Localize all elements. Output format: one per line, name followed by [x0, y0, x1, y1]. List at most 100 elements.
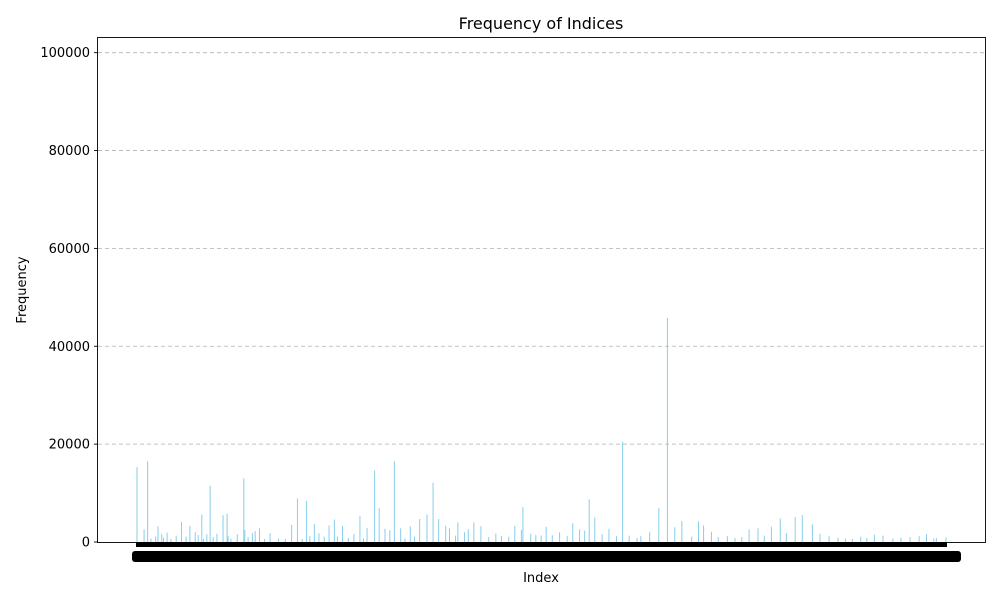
- bar: [393, 461, 395, 542]
- bar: [378, 508, 380, 542]
- bar: [333, 519, 335, 542]
- bar: [244, 529, 246, 542]
- bar: [166, 532, 168, 542]
- bar: [216, 533, 218, 542]
- bar: [819, 533, 821, 542]
- bar: [530, 533, 532, 542]
- bar: [710, 531, 712, 542]
- bar: [163, 537, 165, 542]
- bar: [426, 514, 428, 542]
- bar: [691, 536, 693, 542]
- bar: [455, 535, 457, 542]
- y-ticks-group: 0 20000 40000 60000 80000 100000: [40, 46, 98, 551]
- bar: [336, 536, 338, 542]
- bar: [794, 517, 796, 542]
- bar: [640, 536, 642, 542]
- bar: [636, 538, 638, 542]
- bar: [445, 525, 447, 542]
- bar: [785, 533, 787, 542]
- bar: [770, 526, 772, 542]
- bar: [933, 538, 935, 542]
- bar: [845, 538, 847, 542]
- bar: [296, 498, 298, 542]
- bar: [414, 536, 416, 542]
- bar: [945, 537, 947, 542]
- y-grid-lines: [98, 52, 985, 445]
- bar: [584, 530, 586, 542]
- bar: [717, 537, 719, 542]
- bar: [579, 529, 581, 542]
- bar: [594, 517, 596, 542]
- bar: [230, 538, 232, 542]
- bar: [649, 532, 651, 542]
- y-tick-label: 40000: [49, 340, 90, 355]
- bar: [313, 523, 315, 542]
- bar: [514, 525, 516, 542]
- bar: [201, 514, 203, 542]
- bar: [520, 529, 522, 542]
- bar: [227, 536, 229, 542]
- bar: [757, 528, 759, 542]
- y-tick-label: 20000: [49, 438, 90, 453]
- bar: [873, 534, 875, 542]
- bar: [197, 535, 199, 542]
- bar: [535, 535, 537, 542]
- bar: [828, 536, 830, 542]
- bar: [432, 482, 434, 542]
- bar: [347, 538, 349, 542]
- bar: [658, 508, 660, 542]
- chart-title: Frequency of Indices: [459, 14, 624, 33]
- bar: [341, 525, 343, 542]
- bar: [254, 531, 256, 542]
- bar: [306, 500, 308, 542]
- x-tick-labels-overlap: [132, 551, 961, 562]
- x-ticks-group: [132, 542, 961, 562]
- bar: [703, 525, 705, 542]
- bar: [935, 538, 937, 542]
- bar: [488, 537, 490, 542]
- bar: [209, 485, 211, 542]
- bar: [601, 534, 603, 542]
- bar: [522, 507, 524, 542]
- bar: [734, 538, 736, 542]
- bar: [323, 536, 325, 542]
- bar: [495, 533, 497, 542]
- bar: [389, 530, 391, 542]
- bar: [748, 529, 750, 542]
- bar: [147, 461, 149, 542]
- bar: [185, 536, 187, 542]
- bar: [277, 538, 279, 542]
- bar: [170, 539, 172, 542]
- bar: [666, 317, 668, 542]
- x-tick-marks-band: [136, 542, 947, 547]
- bar: [384, 528, 386, 542]
- bar: [226, 513, 228, 542]
- bar: [851, 539, 853, 542]
- bar: [301, 539, 303, 542]
- bar: [866, 538, 868, 542]
- bar: [353, 534, 355, 542]
- bar: [779, 518, 781, 542]
- bar: [559, 532, 561, 542]
- bar: [328, 525, 330, 542]
- bar: [540, 535, 542, 542]
- y-tick-label: 0: [82, 536, 90, 551]
- bar: [551, 535, 553, 542]
- bar: [681, 520, 683, 542]
- bar: [449, 528, 451, 542]
- bar: [318, 533, 320, 542]
- bar: [291, 524, 293, 542]
- bar: [545, 526, 547, 542]
- bar: [212, 537, 214, 542]
- bar: [309, 536, 311, 542]
- bar: [741, 537, 743, 542]
- bar: [801, 515, 803, 542]
- bar: [628, 535, 630, 542]
- bar: [698, 521, 700, 542]
- bar: [566, 536, 568, 542]
- bar: [909, 537, 911, 542]
- bar: [763, 535, 765, 542]
- bar: [457, 522, 459, 542]
- bar: [508, 536, 510, 542]
